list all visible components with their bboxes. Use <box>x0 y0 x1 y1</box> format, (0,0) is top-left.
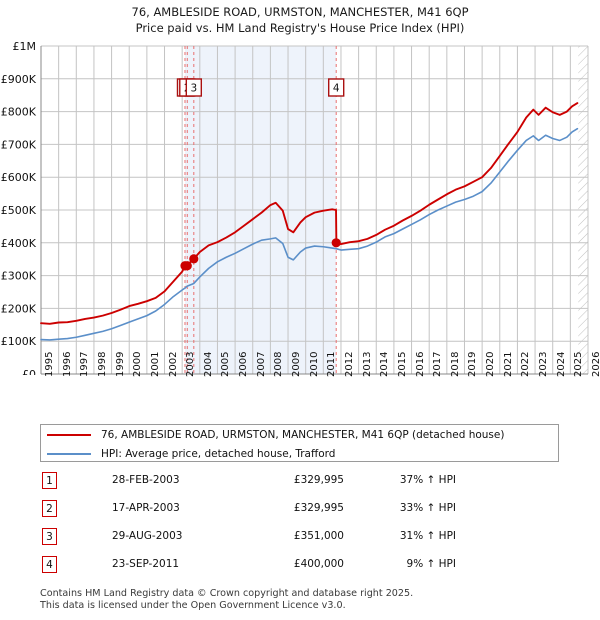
transaction-price: £400,000 <box>293 558 344 570</box>
x-axis-tick-labels: 1995 1996 1997 1998 1999 2000 2001 2002 2003 2004… <box>0 352 600 415</box>
transaction-date: 28-FEB-2003 <box>112 474 180 486</box>
event-label-4: 4 <box>328 78 345 97</box>
x-axis-tick-label: 2003 <box>185 351 197 377</box>
table-row: 1 28-FEB-2003 £329,995 37% ↑ HPI <box>40 470 560 498</box>
event-label-number: 4 <box>333 83 340 95</box>
transaction-badge: 2 <box>42 500 57 517</box>
x-axis-tick-label: 2009 <box>291 351 303 377</box>
y-axis-tick-label: £100K <box>1 335 37 348</box>
table-row: 2 17-APR-2003 £329,995 33% ↑ HPI <box>40 498 560 526</box>
y-axis-tick-label: £900K <box>1 73 37 86</box>
chart-legend: 76, AMBLESIDE ROAD, URMSTON, MANCHESTER,… <box>40 424 559 462</box>
y-axis-tick-label: £400K <box>1 237 37 250</box>
x-axis-tick-label: 2006 <box>238 351 250 377</box>
x-axis-tick-label: 1995 <box>44 351 55 377</box>
x-axis-tick-label: 2002 <box>167 351 179 377</box>
x-axis-tick-label: 1999 <box>114 351 126 377</box>
transaction-date: 23-SEP-2011 <box>112 558 180 570</box>
title-line-1: 76, AMBLESIDE ROAD, URMSTON, MANCHESTER,… <box>131 5 469 19</box>
transaction-badge: 4 <box>42 556 57 573</box>
y-axis-tick-label: £200K <box>1 302 37 315</box>
x-axis-tick-label: 1996 <box>61 351 73 377</box>
chart-svg: £0 £100K £200K £300K £400K £500K £600K £700K £80… <box>1 40 589 375</box>
table-row: 4 23-SEP-2011 £400,000 9% ↑ HPI <box>40 554 560 582</box>
x-axis-tick-label: 2023 <box>538 351 550 377</box>
legend-item-hpi: HPI: Average price, detached house, Traf… <box>41 444 558 463</box>
x-axis-tick-label: 2007 <box>255 351 267 377</box>
x-axis-tick-label: 2021 <box>502 351 514 377</box>
transaction-hpi-delta: 37% ↑ HPI <box>399 474 456 486</box>
x-axis-tick-label: 2025 <box>573 351 585 377</box>
x-axis-tick-label: 1998 <box>96 351 108 377</box>
transaction-badge: 3 <box>42 528 57 545</box>
transaction-price: £329,995 <box>293 474 344 486</box>
footer-line-1: Contains HM Land Registry data © Crown c… <box>40 588 414 599</box>
legend-label-property: 76, AMBLESIDE ROAD, URMSTON, MANCHESTER,… <box>101 428 505 441</box>
transaction-dot[interactable] <box>189 254 199 264</box>
title-line-2: Price paid vs. HM Land Registry's House … <box>135 21 465 35</box>
transaction-price: £351,000 <box>293 530 344 542</box>
legend-swatch-property <box>47 433 91 436</box>
x-axis-tick-label: 2017 <box>432 351 444 377</box>
x-axis-tick-label: 2004 <box>202 351 214 377</box>
x-axis-tick-label: 1997 <box>79 351 91 377</box>
y-axis-tick-label: £700K <box>1 138 37 151</box>
event-label-number: 3 <box>190 83 197 95</box>
legend-item-property: 76, AMBLESIDE ROAD, URMSTON, MANCHESTER,… <box>41 425 558 444</box>
x-axis-tick-label: 2026 <box>591 351 600 377</box>
series-line-property <box>40 102 579 325</box>
x-axis-tick-label: 2013 <box>361 351 373 377</box>
x-axis-tick-label: 2019 <box>467 351 479 377</box>
x-axis-tick-label: 2020 <box>485 351 497 377</box>
y-axis-tick-label: £0 <box>22 368 36 375</box>
legend-label-hpi: HPI: Average price, detached house, Traf… <box>101 447 336 460</box>
x-axis-tick-label: 2014 <box>379 351 391 377</box>
page-title: 76, AMBLESIDE ROAD, URMSTON, MANCHESTER,… <box>0 4 600 36</box>
transaction-dot[interactable] <box>331 238 341 248</box>
y-axis-tick-label: £500K <box>1 204 37 217</box>
event-label-3: 3 <box>185 78 203 97</box>
legend-swatch-hpi <box>47 452 91 455</box>
event-label-box <box>185 78 203 97</box>
transaction-price: £329,995 <box>293 502 344 514</box>
x-axis-tick-label: 2022 <box>520 351 532 377</box>
y-axis-tick-label: £600K <box>1 171 37 184</box>
x-axis-tick-label: 2001 <box>149 351 161 377</box>
transactions-table: 1 28-FEB-2003 £329,995 37% ↑ HPI 2 17-APR-200… <box>40 470 560 582</box>
transaction-badge: 1 <box>42 472 57 489</box>
x-axis-tick-label: 2010 <box>308 351 320 377</box>
transaction-date: 17-APR-2003 <box>112 502 180 514</box>
price-history-chart: £0 £100K £200K £300K £400K £500K £600K £700K £80… <box>0 40 600 375</box>
table-row: 3 29-AUG-2003 £351,000 31% ↑ HPI <box>40 526 560 554</box>
event-label-box <box>328 78 345 97</box>
x-axis-tick-label: 2016 <box>414 351 426 377</box>
series-line-hpi <box>40 127 579 341</box>
x-axis-tick-label: 2011 <box>326 351 338 377</box>
x-axis-tick-label: 2000 <box>132 351 144 377</box>
x-axis-tick-label: 2018 <box>449 351 461 377</box>
x-axis-tick-label: 2015 <box>396 351 408 377</box>
transaction-hpi-delta: 33% ↑ HPI <box>399 502 456 514</box>
transaction-hpi-delta: 9% ↑ HPI <box>406 558 456 570</box>
footer-line-2: This data is licensed under the Open Gov… <box>40 599 346 611</box>
y-axis-tick-label: £800K <box>1 106 37 119</box>
transaction-date: 29-AUG-2003 <box>112 530 183 542</box>
transaction-dot[interactable] <box>182 261 192 271</box>
footer-attribution: Contains HM Land Registry data © Crown c… <box>40 588 580 611</box>
x-axis-tick-label: 2012 <box>343 351 355 377</box>
y-axis-tick-label: £300K <box>1 270 37 283</box>
transaction-hpi-delta: 31% ↑ HPI <box>399 530 456 542</box>
y-axis-tick-label: £1M <box>13 40 37 53</box>
x-axis-tick-label: 2005 <box>220 351 232 377</box>
x-axis-tick-label: 2008 <box>273 351 285 377</box>
x-axis-tick-label: 2024 <box>555 351 567 377</box>
